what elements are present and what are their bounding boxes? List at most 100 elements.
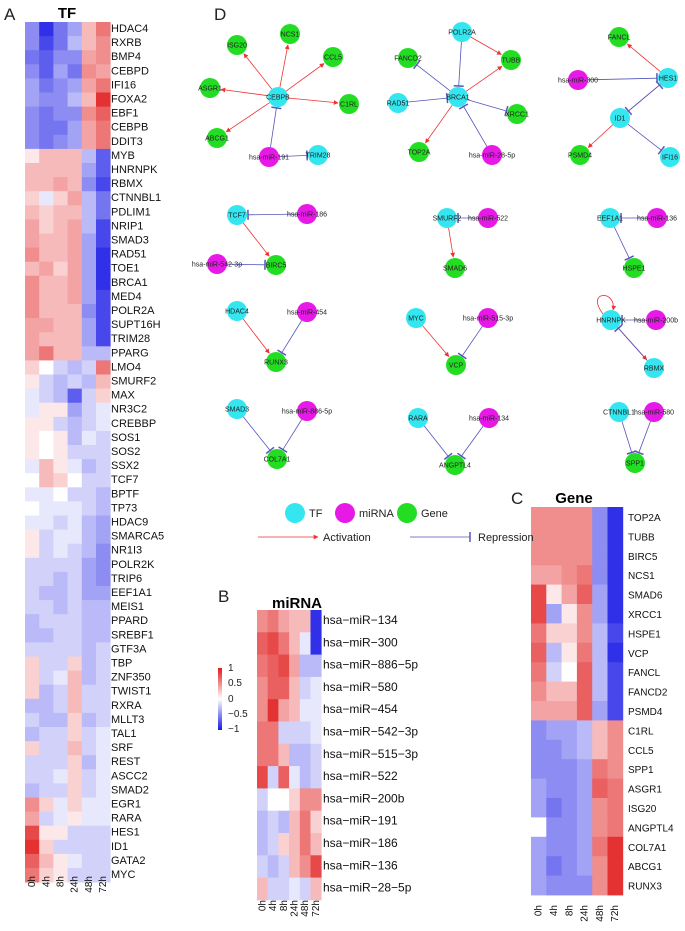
- tf-heatmap-cell: [53, 642, 68, 657]
- tf-heatmap-cell: [81, 318, 97, 333]
- tf-heatmap-cell: [67, 727, 83, 742]
- network-node-gene: [339, 94, 359, 114]
- ge-time-tick-label: 4h: [549, 905, 560, 916]
- mi-heatmap-cell: [278, 743, 290, 767]
- ge-heatmap-cell: [576, 565, 593, 585]
- network-node-label: hsa-miR-542-3p: [192, 262, 242, 269]
- tf-heatmap-cell: [53, 332, 68, 347]
- tf-heatmap-cell: [39, 120, 54, 136]
- tf-heatmap-cell: [67, 233, 83, 248]
- network-node-label: SPP1: [626, 461, 644, 468]
- tf-heatmap-cell: [81, 571, 97, 587]
- network-node-label: RUNX3: [264, 360, 288, 367]
- mi-heatmap-cell: [299, 833, 311, 856]
- tf-heatmap-cell: [96, 769, 111, 784]
- mi-heatmap-cell: [278, 810, 290, 834]
- ge-heatmap-cell: [546, 856, 562, 876]
- color-scale-tick-0: 0: [228, 694, 234, 705]
- tf-heatmap-cell: [96, 515, 111, 530]
- network-node-gene: [323, 47, 343, 67]
- ge-heatmap-cell: [607, 565, 624, 585]
- network-node-mirna: [647, 208, 667, 228]
- ge-heatmap-cell: [576, 623, 593, 644]
- tf-row-label: TOE1: [111, 263, 140, 275]
- tf-heatmap-cell: [25, 557, 40, 573]
- panel-letter-d: D: [214, 5, 226, 24]
- tf-heatmap-cell: [39, 769, 54, 784]
- tf-heatmap-cell: [96, 628, 111, 643]
- mi-heatmap-cell: [278, 676, 290, 700]
- network-edge-repression: [270, 107, 277, 148]
- network-node-mirna: [297, 302, 317, 322]
- mi-heatmap-cell: [257, 833, 269, 856]
- tf-heatmap-cell: [81, 92, 97, 107]
- tf-row-label: CREBBP: [111, 418, 156, 430]
- tf-heatmap-cell: [81, 120, 97, 136]
- tf-heatmap-cell: [53, 205, 68, 220]
- tf-heatmap-cell: [25, 445, 40, 460]
- mi-heatmap-cell: [267, 721, 279, 745]
- network-edge-activation: [243, 53, 273, 90]
- tf-heatmap-cell: [81, 586, 97, 601]
- tf-heatmap-cell: [67, 416, 83, 432]
- tf-heatmap-cell: [81, 797, 97, 812]
- tf-heatmap-cell: [67, 797, 83, 812]
- tf-heatmap-cell: [39, 233, 54, 248]
- network-edge-activation: [448, 227, 455, 258]
- tf-heatmap-cell: [67, 529, 83, 545]
- tf-heatmap-cell: [53, 388, 68, 404]
- tf-heatmap-cell: [25, 543, 40, 559]
- tf-heatmap-cell: [25, 642, 40, 657]
- tf-row-label: RARA: [111, 813, 142, 825]
- network-edges: [220, 36, 665, 460]
- tf-row-label: SOS2: [111, 446, 140, 458]
- network-node-gene: [624, 258, 644, 278]
- tf-heatmap-cell: [39, 797, 54, 812]
- tf-heatmap-cell: [81, 106, 97, 122]
- tf-heatmap-cell: [53, 459, 68, 474]
- tf-row-label: HDAC4: [111, 23, 148, 35]
- ge-heatmap-cell: [531, 778, 547, 799]
- tf-heatmap-cell: [81, 360, 97, 375]
- tf-heatmap-cell: [39, 839, 54, 855]
- ge-heatmap-cell: [546, 681, 562, 702]
- mi-heatmap-cell: [267, 676, 279, 700]
- tf-heatmap-cell: [25, 868, 40, 883]
- tf-heatmap-cell: [67, 402, 83, 418]
- tf-heatmap-cell: [25, 247, 40, 263]
- network-edge-repression: [407, 97, 448, 103]
- tf-heatmap-cell: [53, 712, 68, 728]
- tf-row-label: NR3C2: [111, 404, 147, 416]
- ge-heatmap-cell: [546, 623, 562, 644]
- mi-heatmap-cell: [267, 766, 279, 789]
- tf-heatmap-cell: [81, 388, 97, 404]
- tf-row-label: REST: [111, 756, 141, 768]
- tf-heatmap-cell: [67, 219, 83, 234]
- tf-heatmap-cell: [53, 656, 68, 671]
- mi-heatmap-cell: [299, 699, 311, 722]
- ge-heatmap-cell: [561, 778, 578, 799]
- network-edge-repression-bar: [457, 352, 467, 360]
- ge-heatmap-cell: [561, 507, 578, 527]
- tf-heatmap-cell: [39, 22, 54, 37]
- network-node-label: TOP2A: [408, 150, 431, 157]
- tf-heatmap-cell: [53, 360, 68, 375]
- ge-heatmap-cell: [592, 662, 608, 682]
- network-edge-repression-bar: [504, 105, 509, 117]
- mi-heatmap-cell: [289, 855, 301, 878]
- ge-heatmap-cell: [607, 545, 624, 566]
- ge-heatmap-cell: [607, 875, 624, 896]
- tf-heatmap-cell: [25, 501, 40, 516]
- network-node-label: RBMX: [644, 366, 665, 373]
- tf-heatmap-cell: [25, 825, 40, 841]
- ge-row-label: TOP2A: [628, 513, 661, 524]
- tf-heatmap-cell: [53, 163, 68, 178]
- tf-heatmap-cell: [96, 50, 111, 65]
- tf-heatmap-cell: [81, 501, 97, 516]
- network-node-gene: [609, 27, 629, 47]
- tf-heatmap-cell: [96, 727, 111, 742]
- ge-heatmap-cell: [531, 798, 547, 818]
- tf-heatmap-cell: [67, 247, 83, 263]
- tf-row-label: PPARD: [111, 615, 148, 627]
- mi-heatmap-cell: [257, 743, 269, 767]
